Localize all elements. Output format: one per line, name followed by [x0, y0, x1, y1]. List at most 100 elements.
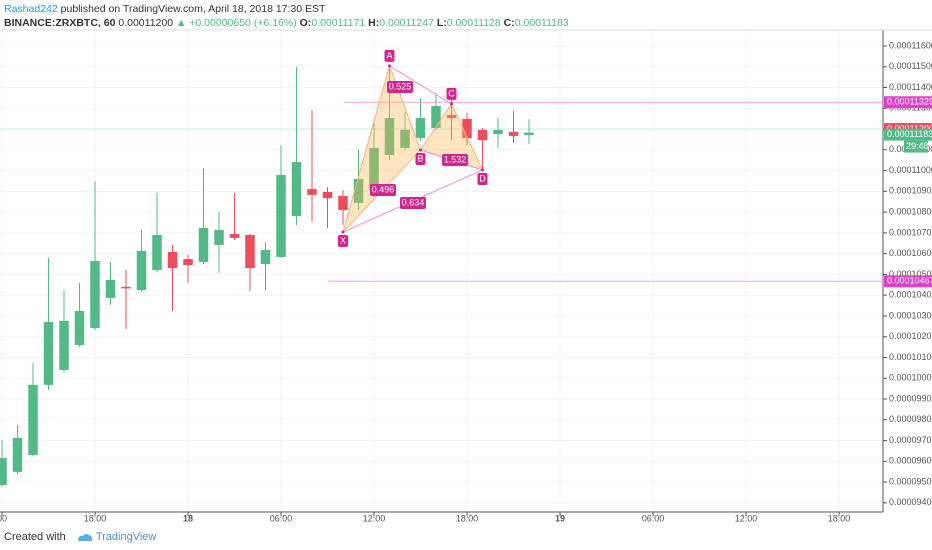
candle-body: [183, 259, 193, 266]
price-tag-label: 0.00010467: [887, 276, 932, 286]
x-tick-label: 06:00: [270, 513, 293, 523]
y-tick-label: 0.00011400: [889, 82, 932, 92]
footer: Created with TradingView: [4, 531, 156, 543]
brand[interactable]: TradingView: [95, 531, 157, 543]
candle-body: [431, 106, 441, 129]
y-tick-label: 0.00011500: [889, 61, 932, 71]
plot-bg: [0, 30, 883, 512]
o-label: O:: [299, 17, 312, 29]
y-tick-label: 0.00009900: [889, 393, 932, 403]
y-tick-label: 0.00009800: [889, 414, 932, 424]
candle-body: [400, 129, 410, 148]
candle-body: [229, 233, 240, 238]
pattern-point: [387, 64, 391, 68]
candle-body: [260, 249, 271, 265]
ratio-label: 0.525: [389, 81, 412, 91]
y-tick-label: 0.00010700: [889, 227, 932, 237]
published: published on TradingView.com, April 18, …: [60, 3, 326, 15]
author[interactable]: Rashad242: [4, 3, 58, 15]
y-tick-label: 0.00010200: [889, 331, 932, 341]
point-label: D: [479, 173, 486, 183]
candle-body: [524, 132, 534, 136]
ratio-box: [400, 197, 426, 209]
y-tick-label: 0.00010000: [889, 373, 932, 383]
candle-body: [0, 458, 7, 486]
price-tag-label: 0.00011329: [887, 97, 932, 107]
c-label: C:: [503, 17, 515, 29]
candle-body: [477, 129, 488, 141]
o: 0.00011171: [311, 17, 366, 29]
x-tick-label: 18:00: [84, 513, 107, 523]
ratio-label: 0.634: [402, 197, 425, 207]
point-label: X: [340, 235, 346, 245]
point-box: [415, 153, 426, 166]
candle-body: [167, 251, 178, 268]
change: ▲ +0.00000650 (+6.16%): [175, 17, 297, 29]
candle-body: [245, 234, 255, 268]
candle-body: [353, 178, 364, 203]
candle-body: [291, 162, 302, 217]
candle-body: [121, 286, 131, 289]
ratio-box: [370, 184, 396, 196]
pattern-point: [418, 148, 422, 152]
y-tick-label: 0.00009600: [889, 456, 932, 466]
y-tick-label: 0.00009700: [889, 435, 932, 445]
point-label: C: [448, 88, 455, 98]
candle-body: [462, 118, 472, 138]
ratio-label: 0.496: [372, 184, 395, 194]
candle-body: [369, 147, 379, 190]
timer-box: [904, 140, 928, 153]
y-tick-label: 0.00010100: [889, 352, 932, 362]
candle-body: [28, 384, 38, 455]
header-line-1: Rashad242 published on TradingView.com, …: [4, 2, 569, 16]
pattern-line: [389, 65, 452, 105]
pattern-point: [480, 168, 484, 172]
candle-body: [198, 227, 209, 262]
timer: 29:48: [906, 141, 929, 151]
x-tick-label: 19: [555, 513, 565, 523]
point-box: [338, 235, 349, 248]
candle-body: [338, 195, 348, 211]
x-tick-label: 00: [0, 513, 7, 523]
x-tick-label: 18:00: [456, 513, 479, 523]
price-tag: [884, 96, 932, 109]
x-tick-label: 12:00: [363, 513, 386, 523]
point-box: [477, 172, 488, 185]
price-tag-label: 0.00011183: [887, 129, 932, 139]
logo: [77, 533, 93, 542]
candle-body: [136, 250, 147, 291]
candle-body: [493, 129, 503, 135]
c: 0.00011183: [514, 17, 569, 29]
header: Rashad242 published on TradingView.com, …: [4, 2, 569, 30]
last: 0.00011200: [118, 17, 174, 29]
symbol: BINANCE:ZRXBTC, 60: [4, 17, 116, 29]
y-tick-label: 0.00010600: [889, 248, 932, 258]
pattern-point: [449, 102, 453, 106]
candle-body: [43, 321, 54, 385]
ratio-label: 1.532: [444, 154, 467, 164]
ratio-box: [442, 154, 468, 166]
x-tick-label: 12:00: [735, 513, 758, 523]
created: Created with: [4, 531, 66, 543]
y-tick-label: 0.00010900: [889, 186, 932, 196]
x-tick-label: 18:00: [828, 513, 851, 523]
y-tick-label: 0.00010800: [889, 207, 932, 217]
candle-body: [90, 260, 100, 329]
candle-body: [276, 174, 286, 257]
header-line-2: BINANCE:ZRXBTC, 60 0.00011200 ▲ +0.00000…: [4, 16, 569, 30]
x-tick-label: 18: [183, 513, 193, 523]
h-label: H:: [368, 17, 380, 29]
candle-body: [152, 234, 162, 271]
pattern-point: [341, 230, 345, 234]
candle-body: [105, 280, 116, 298]
y-tick-label: 0.00009500: [889, 476, 932, 486]
point-box: [384, 49, 395, 62]
candle-body: [12, 437, 23, 472]
point-label: A: [386, 50, 392, 60]
x-tick-label: 06:00: [642, 513, 665, 523]
price-tag-label: 0.00011200: [887, 123, 932, 133]
candle-body: [384, 118, 395, 156]
candle-body: [508, 131, 519, 136]
y-tick-label: 0.00011000: [889, 165, 932, 175]
